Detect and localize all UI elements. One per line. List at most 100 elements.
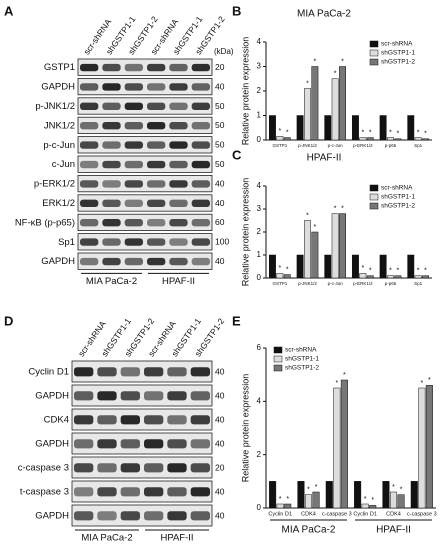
row-label: ERK1/2 [42, 198, 75, 209]
significance-marker: * [307, 487, 310, 494]
x-tick-label: p-c-Jun [328, 281, 344, 286]
legend-label: scr-shRNA [381, 41, 413, 48]
bar [324, 115, 332, 141]
band [80, 257, 99, 266]
row-label: JNK1/2 [44, 120, 75, 131]
bar [296, 254, 304, 279]
band [191, 63, 210, 72]
y-tick-label: 2 [257, 450, 262, 459]
blot-frame [77, 213, 213, 231]
band [102, 160, 121, 169]
kda-label: 40 [215, 414, 225, 424]
band [147, 141, 166, 149]
legend-swatch [273, 364, 283, 372]
x-tick-label: c-caspase 3 [322, 511, 352, 517]
significance-marker: * [369, 129, 372, 136]
bar [359, 137, 367, 141]
blot-frame [71, 360, 213, 383]
significance-marker: * [364, 496, 367, 503]
band [124, 83, 143, 91]
blot-frame [77, 252, 213, 270]
bar [339, 66, 346, 141]
row-label: NF-κB (p-p65) [15, 217, 75, 228]
significance-marker: * [314, 58, 317, 65]
band [191, 257, 210, 266]
band [147, 63, 166, 72]
panel-label: D [4, 313, 13, 328]
kda-label: 50 [215, 140, 225, 150]
bar [387, 275, 394, 279]
blot-frame [77, 155, 213, 173]
bar [297, 481, 305, 509]
significance-marker: * [417, 268, 420, 275]
chart-title: MIA PaCa-2 [297, 9, 351, 20]
band [144, 367, 164, 377]
band [191, 219, 210, 227]
band [169, 102, 188, 110]
kda-label: 20 [215, 62, 225, 72]
legend-swatch [273, 346, 283, 354]
x-tick-label: p-JNK1/2 [298, 281, 317, 286]
bar [410, 481, 418, 509]
band [124, 257, 143, 266]
kda-label: 40 [215, 198, 225, 208]
legend-label: shGSTP1-2 [381, 59, 415, 66]
y-axis-label: Relative protein expression [240, 374, 250, 483]
bar [269, 254, 276, 279]
band [169, 63, 188, 72]
bar [352, 115, 359, 141]
bar [394, 138, 402, 141]
significance-marker: * [341, 205, 344, 212]
band [190, 439, 210, 449]
band [167, 463, 187, 473]
significance-marker: * [286, 496, 289, 503]
band [167, 367, 187, 377]
band [191, 83, 210, 91]
band [147, 199, 166, 207]
bar [331, 78, 339, 141]
bar [407, 254, 415, 279]
bar [418, 387, 426, 509]
band [80, 219, 99, 227]
band [169, 122, 188, 130]
blot-frame [77, 116, 213, 134]
blot-frame [77, 194, 213, 212]
band [190, 463, 210, 473]
bar [366, 275, 374, 279]
group-label: HPAF-II [162, 276, 195, 287]
band [190, 415, 210, 425]
band [80, 141, 99, 149]
group-label: HPAF-II [160, 533, 193, 544]
x-tick-label: CDK4 [301, 511, 316, 517]
x-tick-label: Sp1 [414, 281, 423, 286]
x-tick-label: CDK4 [386, 511, 401, 517]
band [124, 122, 143, 130]
row-label: c-Jun [52, 159, 75, 170]
legend-swatch [369, 49, 379, 57]
band [80, 63, 99, 72]
band [191, 199, 210, 207]
row-label: Sp1 [58, 237, 75, 248]
band [102, 122, 121, 130]
band [124, 199, 143, 207]
bar [276, 136, 284, 141]
blot-frame [71, 504, 213, 527]
band [120, 463, 140, 473]
blot-frame [71, 456, 213, 479]
band [97, 391, 117, 401]
significance-marker: * [371, 497, 374, 504]
x-tick-label: Cyclin D1 [353, 511, 377, 517]
bar [340, 379, 348, 509]
y-tick-label: 0 [257, 273, 262, 282]
legend-label: shGSTP1-1 [381, 50, 415, 57]
bar [422, 138, 429, 141]
y-tick-label: 4 [257, 37, 262, 46]
y-tick-label: 2 [257, 86, 262, 95]
band [124, 63, 143, 72]
significance-marker: * [420, 380, 423, 387]
band [144, 511, 164, 521]
group-label: MIA PaCa-2 [86, 276, 137, 287]
panel-label: A [4, 3, 14, 18]
band [169, 83, 188, 91]
